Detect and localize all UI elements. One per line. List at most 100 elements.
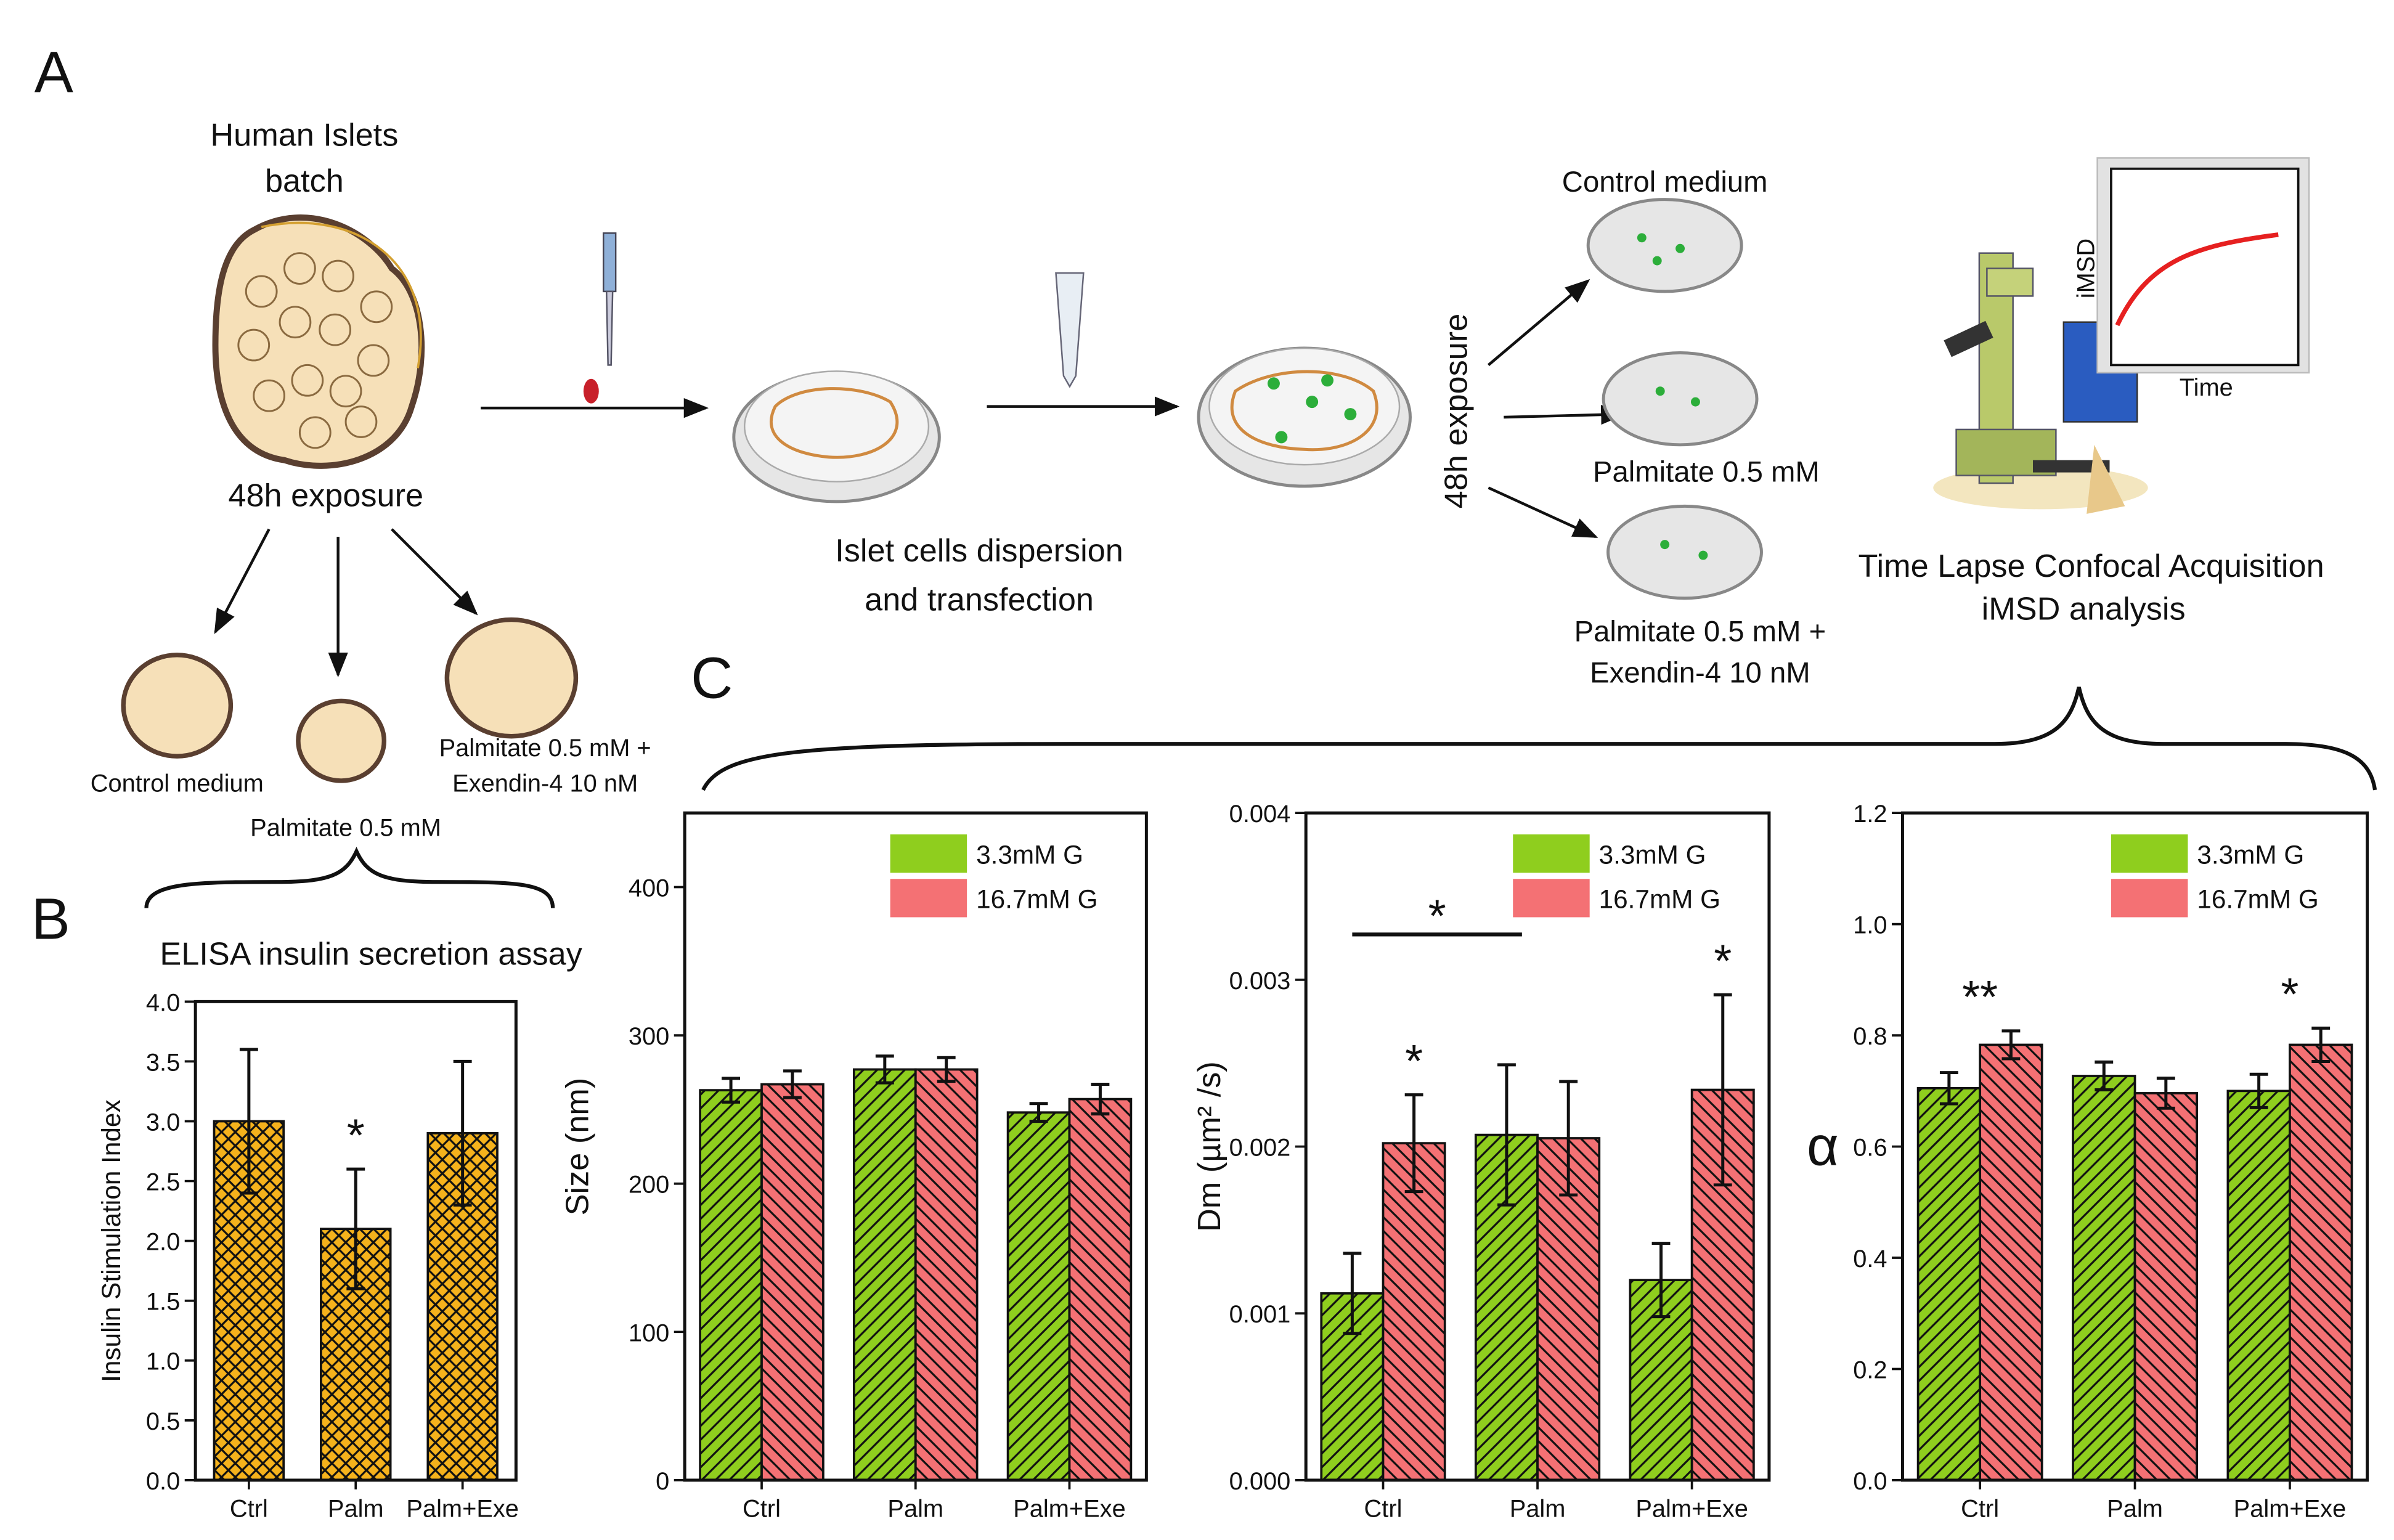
legend-swatch xyxy=(890,879,967,918)
small-islets xyxy=(121,617,579,783)
diagram-text: Time xyxy=(2180,374,2233,401)
error-bar xyxy=(937,1056,956,1083)
y-axis-label: Size (nm) xyxy=(560,1078,595,1216)
error-bar xyxy=(1091,1083,1110,1116)
error-bar xyxy=(1713,993,1732,1187)
y-tick-label: 0.003 xyxy=(1229,968,1291,995)
y-tick-label: 2.5 xyxy=(146,1168,180,1196)
diagram-text: Exendin-4 10 nM xyxy=(1590,657,1810,690)
y-axis-label: α xyxy=(1807,1115,1839,1176)
error-bar xyxy=(875,1054,894,1085)
y-tick-label: 0.2 xyxy=(1853,1356,1887,1383)
y-tick-label: 0.0 xyxy=(146,1468,180,1495)
islet-illustration xyxy=(212,214,425,469)
diagram-text: Exendin-4 10 nM xyxy=(452,770,638,797)
y-tick-label: 3.5 xyxy=(146,1049,180,1076)
y-tick-label: 0.004 xyxy=(1229,801,1291,828)
y-tick-label: 0.000 xyxy=(1229,1468,1291,1495)
annotation: * xyxy=(1714,934,1732,986)
error-bar xyxy=(2311,1026,2331,1064)
pipette xyxy=(583,232,1085,404)
diagram-text: Palmitate 0.5 mM xyxy=(250,815,441,842)
diagram-text: Palmitate 0.5 mM + xyxy=(1574,615,1826,648)
error-bar xyxy=(239,1048,258,1195)
chart-title: ELISA insulin secretion assay xyxy=(160,937,582,972)
error-bar xyxy=(1029,1102,1048,1123)
x-tick-label: Palm xyxy=(887,1496,943,1523)
inset-plot xyxy=(2096,157,2310,374)
diagram-text: 48h exposure xyxy=(228,478,423,513)
bar xyxy=(2226,1090,2291,1481)
bar xyxy=(852,1068,917,1481)
panel-label: B xyxy=(31,886,70,951)
legend-swatch xyxy=(2111,834,2188,873)
error-bar xyxy=(1343,1252,1362,1335)
annotation: * xyxy=(2281,968,2298,1020)
y-tick-label: 0.6 xyxy=(1853,1134,1887,1161)
x-tick-label: Ctrl xyxy=(230,1496,268,1523)
y-tick-label: 100 xyxy=(629,1319,669,1346)
y-tick-label: 0.001 xyxy=(1229,1301,1291,1328)
error-bar xyxy=(453,1059,472,1207)
y-tick-label: 2.0 xyxy=(146,1229,180,1256)
y-tick-label: 0.4 xyxy=(1853,1245,1887,1273)
bar xyxy=(2289,1043,2353,1481)
arrows xyxy=(214,279,1626,678)
diagram-text: Human Islets xyxy=(210,117,398,153)
y-axis-label: Insulin Stimulation Index xyxy=(97,1099,126,1382)
annotation: * xyxy=(1428,889,1446,941)
bar xyxy=(760,1083,824,1481)
x-tick-label: Palm xyxy=(328,1496,384,1523)
y-axis-label: Dm (µm² /s) xyxy=(1192,1061,1228,1232)
legend-swatch xyxy=(890,834,967,873)
legend-label: 16.7mM G xyxy=(1599,885,1720,914)
x-tick-label: Palm xyxy=(2107,1496,2163,1523)
y-tick-label: 1.5 xyxy=(146,1289,180,1316)
y-tick-label: 4.0 xyxy=(146,989,180,1016)
diagram-text: 48h exposure xyxy=(1439,314,1475,509)
bar xyxy=(699,1089,763,1481)
x-tick-label: Palm+Exe xyxy=(2234,1496,2347,1523)
diagram-text: Islet cells dispersion xyxy=(835,533,1123,569)
annotation: * xyxy=(347,1109,365,1160)
x-tick-label: Ctrl xyxy=(743,1496,781,1523)
bar xyxy=(1068,1098,1133,1481)
legend-label: 3.3mM G xyxy=(1599,840,1706,869)
error-bar xyxy=(2249,1072,2268,1109)
bar xyxy=(2133,1092,2198,1481)
y-tick-label: 1.0 xyxy=(1853,912,1887,939)
diagram-text: iMSD xyxy=(2073,238,2100,298)
x-tick-label: Ctrl xyxy=(1961,1496,1999,1523)
bar xyxy=(1979,1043,2043,1481)
y-tick-label: 400 xyxy=(629,874,669,902)
diagram-text: Control medium xyxy=(1562,166,1768,198)
error-bar xyxy=(2095,1060,2114,1092)
diagram-text: Palmitate 0.5 mM + xyxy=(439,735,651,762)
bar xyxy=(1916,1086,1982,1481)
diagram-text: iMSD analysis xyxy=(1982,592,2186,627)
annotation: * xyxy=(1405,1035,1423,1086)
x-tick-label: Ctrl xyxy=(1364,1496,1403,1523)
bar xyxy=(1006,1111,1071,1481)
brace xyxy=(144,847,555,908)
error-bar xyxy=(2001,1029,2021,1061)
legend-swatch xyxy=(2111,879,2188,918)
y-tick-label: 0 xyxy=(656,1468,669,1495)
error-bar xyxy=(722,1077,741,1104)
diagram-text: and transfection xyxy=(865,582,1094,618)
x-tick-label: Palm+Exe xyxy=(406,1496,519,1523)
bar xyxy=(2072,1075,2136,1481)
error-bar xyxy=(346,1167,365,1290)
panel-label: C xyxy=(691,646,733,711)
y-tick-label: 0.5 xyxy=(146,1408,180,1435)
error-bar xyxy=(1404,1093,1423,1194)
legend-label: 3.3mM G xyxy=(976,840,1083,869)
x-tick-label: Palm xyxy=(1510,1496,1566,1523)
error-bar xyxy=(1497,1063,1516,1207)
diagram-text: Time Lapse Confocal Acquisition xyxy=(1859,548,2324,584)
y-tick-label: 0.0 xyxy=(1853,1468,1887,1495)
diagram-text: Control medium xyxy=(91,770,264,797)
legend-label: 3.3mM G xyxy=(2197,840,2304,869)
